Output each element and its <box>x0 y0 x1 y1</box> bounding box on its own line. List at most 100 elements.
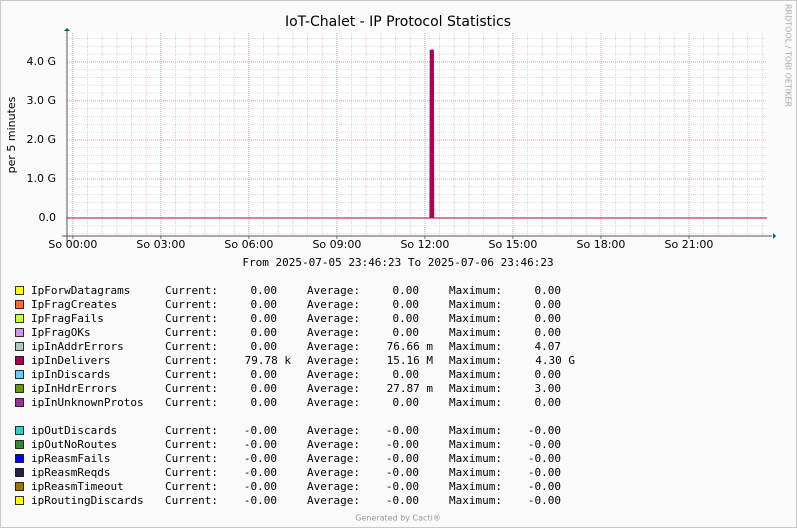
y-tick-label: 0.0 <box>39 211 57 224</box>
legend-swatch <box>15 468 24 477</box>
stat-value: -0.00 <box>244 494 277 507</box>
stat-value: -0.00 <box>386 424 419 437</box>
stat-label: Current: <box>165 382 218 395</box>
stat-label: Current: <box>165 340 218 353</box>
stat-label: Maximum: <box>449 466 502 479</box>
stat-label: Average: <box>307 480 360 493</box>
stat-value: 76.66 m <box>387 340 434 353</box>
stat-value: 0.00 <box>251 340 278 353</box>
legend-label: ipInDiscards <box>31 368 110 381</box>
stat-label: Maximum: <box>449 354 502 367</box>
legend-swatch <box>15 426 24 435</box>
stat-value: -0.00 <box>528 466 561 479</box>
stat-value: 4.07 <box>535 340 562 353</box>
legend-label: IpForwDatagrams <box>31 284 130 297</box>
stat-value: 0.00 <box>251 396 278 409</box>
legend-label: ipInAddrErrors <box>31 340 124 353</box>
side-text: RRDTOOL / TOBI OETIKER <box>784 4 793 107</box>
legend-swatch <box>15 398 24 407</box>
stat-value: 0.00 <box>251 326 278 339</box>
legend-label: ipInHdrErrors <box>31 382 117 395</box>
x-tick-label: So 21:00 <box>665 238 714 251</box>
x-tick-label: So 03:00 <box>136 238 185 251</box>
legend-label: ipReasmFails <box>31 452 110 465</box>
stat-value: -0.00 <box>386 494 419 507</box>
legend-swatch <box>15 286 24 295</box>
y-tick-label: 1.0 G <box>26 172 56 185</box>
stat-value: 27.87 m <box>387 382 434 395</box>
stat-label: Average: <box>307 494 360 507</box>
stat-value: -0.00 <box>528 452 561 465</box>
stat-label: Current: <box>165 466 218 479</box>
stat-label: Average: <box>307 284 360 297</box>
stat-label: Current: <box>165 424 218 437</box>
stat-value: 0.00 <box>251 368 278 381</box>
legend-swatch <box>15 342 24 351</box>
stat-label: Current: <box>165 354 218 367</box>
stat-value: 0.00 <box>393 368 420 381</box>
legend-label: ipOutDiscards <box>31 424 117 437</box>
stat-label: Maximum: <box>449 382 502 395</box>
x-tick-label: So 15:00 <box>488 238 537 251</box>
legend-swatch <box>15 328 24 337</box>
legend-label: ipInUnknownProtos <box>31 396 144 409</box>
y-tick-label: 3.0 G <box>26 94 56 107</box>
stat-value: 0.00 <box>393 298 420 311</box>
stat-label: Current: <box>165 312 218 325</box>
stat-label: Maximum: <box>449 452 502 465</box>
stat-label: Maximum: <box>449 312 502 325</box>
stat-label: Average: <box>307 424 360 437</box>
stat-value: 0.00 <box>535 326 562 339</box>
legend-swatch <box>15 496 24 505</box>
legend-label: IpFragFails <box>31 312 104 325</box>
stat-value: -0.00 <box>244 424 277 437</box>
legend-label: ipRoutingDiscards <box>31 494 144 507</box>
stat-value: -0.00 <box>386 480 419 493</box>
stat-label: Average: <box>307 326 360 339</box>
legend-label: ipReasmReqds <box>31 466 110 479</box>
stat-label: Average: <box>307 438 360 451</box>
legend-swatch <box>15 314 24 323</box>
legend-label: ipInDelivers <box>31 354 110 367</box>
legend-swatch <box>15 440 24 449</box>
stat-label: Maximum: <box>449 396 502 409</box>
legend: IpForwDatagrams Current: 0.00 Average: 0.00 M… <box>15 284 575 507</box>
stat-label: Current: <box>165 396 218 409</box>
stat-label: Average: <box>307 354 360 367</box>
marks <box>67 49 767 219</box>
stat-value: -0.00 <box>244 438 277 451</box>
series-area <box>67 49 767 219</box>
stat-label: Current: <box>165 480 218 493</box>
stat-value: 0.00 <box>393 396 420 409</box>
stat-value: 4.30 G <box>535 354 575 367</box>
stat-label: Maximum: <box>449 438 502 451</box>
stat-label: Average: <box>307 312 360 325</box>
stat-value: -0.00 <box>386 466 419 479</box>
stat-value: 0.00 <box>535 298 562 311</box>
stat-label: Average: <box>307 340 360 353</box>
stat-value: 0.00 <box>535 396 562 409</box>
axes: 0.0 1.0 G 2.0 G 3.0 G 4.0 G So 00:00 So 03:00 S… <box>26 28 776 251</box>
y-tick-label: 2.0 G <box>26 133 56 146</box>
stat-label: Average: <box>307 452 360 465</box>
stat-value: 0.00 <box>251 312 278 325</box>
y-axis-label: per 5 minutes <box>5 96 18 173</box>
x-tick-label: So 18:00 <box>576 238 625 251</box>
stat-value: -0.00 <box>244 466 277 479</box>
stat-label: Maximum: <box>449 494 502 507</box>
stat-value: 79.78 k <box>245 354 292 367</box>
stat-label: Average: <box>307 396 360 409</box>
stat-value: -0.00 <box>386 438 419 451</box>
x-tick-label: So 09:00 <box>312 238 361 251</box>
x-tick-label: So 06:00 <box>224 238 273 251</box>
stat-value: -0.00 <box>528 480 561 493</box>
stat-value: 0.00 <box>393 326 420 339</box>
legend-label: IpFragCreates <box>31 298 117 311</box>
stat-label: Maximum: <box>449 368 502 381</box>
stat-label: Current: <box>165 284 218 297</box>
x-axis-arrow <box>773 233 776 239</box>
stat-value: 0.00 <box>393 284 420 297</box>
stat-value: 3.00 <box>535 382 562 395</box>
stat-label: Average: <box>307 466 360 479</box>
